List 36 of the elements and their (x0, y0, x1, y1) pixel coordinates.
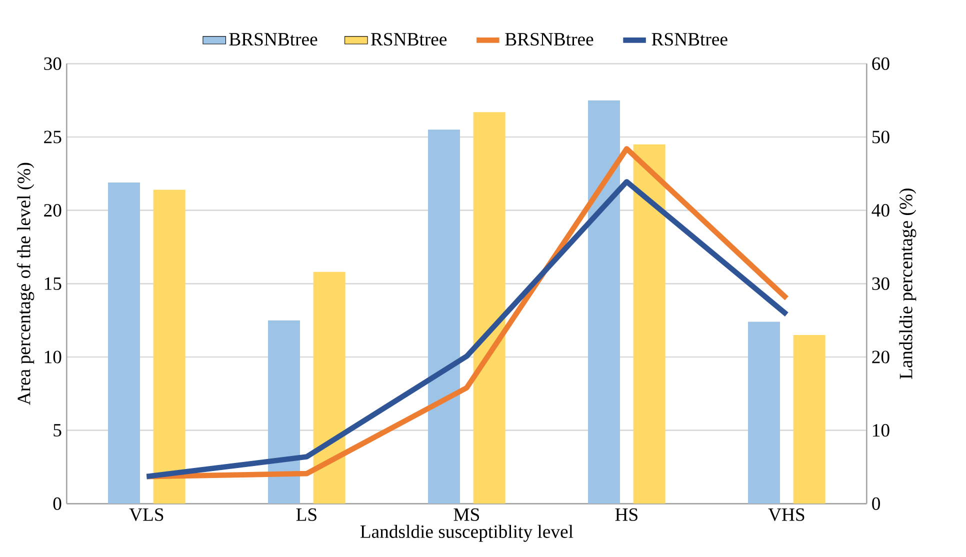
y2-tick-label: 0 (872, 497, 880, 510)
bar (748, 322, 780, 504)
x-tick-label: HS (615, 508, 638, 521)
bar (633, 144, 666, 504)
y2-tick-label: 60 (872, 57, 890, 70)
x-tick-label: VLS (129, 508, 164, 522)
legend-label: BRSNBtree (229, 33, 318, 46)
bar (428, 130, 460, 504)
y2-tick-label: 40 (872, 204, 890, 217)
bar (313, 272, 346, 504)
bar (108, 182, 140, 504)
bar (473, 112, 506, 504)
y-tick-label: 5 (54, 424, 62, 437)
y-tick-label: 15 (44, 277, 62, 290)
y2-tick-label: 50 (872, 130, 890, 144)
bar (588, 100, 620, 504)
y-tick-label: 25 (44, 130, 62, 144)
y-tick-label: 10 (44, 350, 62, 364)
y-tick-label: 0 (53, 497, 62, 510)
y2-tick-label: 10 (873, 424, 890, 437)
y2-tick-label: 30 (872, 277, 890, 290)
legend-label: RSNBtree (371, 33, 447, 46)
y-tick-label: 30 (44, 57, 62, 70)
y-tick-label: 20 (44, 204, 62, 217)
x-tick-label: VHS (768, 508, 804, 522)
legend-label: BRSNBtree (505, 33, 594, 46)
bar (793, 335, 826, 504)
bar (153, 190, 186, 504)
y-axis-title: Area percentage of the level (%) (16, 162, 34, 405)
y2-axis-title: Landsldie percentage (%) (899, 188, 916, 380)
bar (268, 320, 300, 504)
x-axis-title: Landsldie susceptiblity level (360, 524, 574, 542)
y2-tick-label: 20 (872, 350, 890, 364)
x-tick-label: LS (296, 508, 316, 521)
x-tick-label: MS (454, 508, 479, 521)
legend-label: RSNBtree (652, 33, 728, 46)
